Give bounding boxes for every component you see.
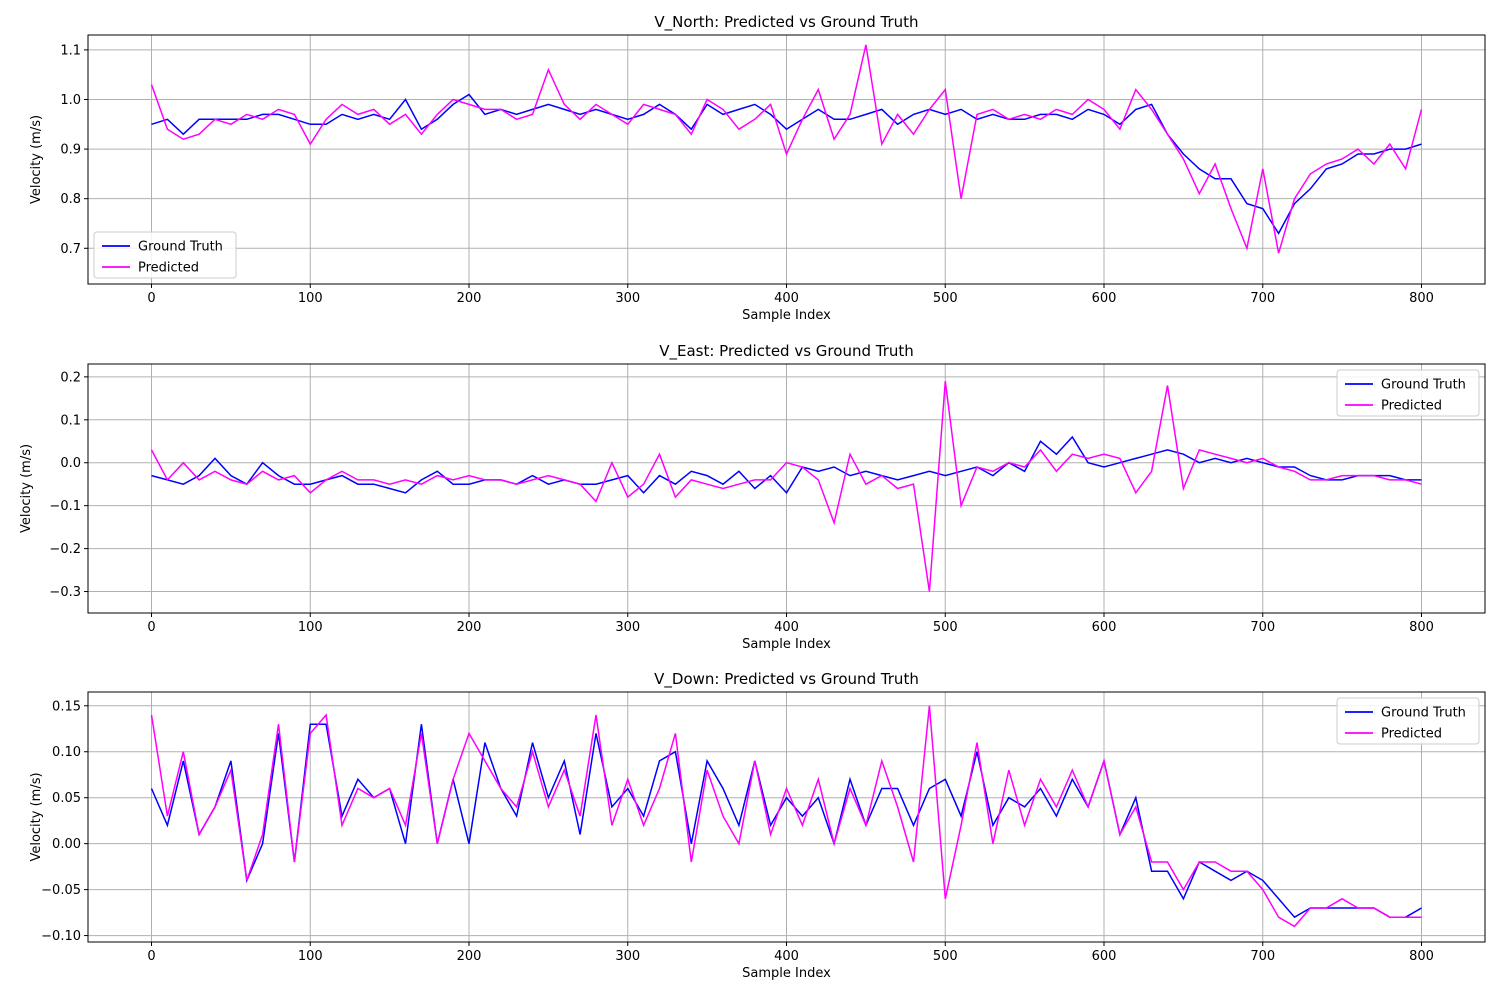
x-tick-label: 600 <box>1092 291 1117 306</box>
x-tick-label: 100 <box>298 949 323 964</box>
x-tick-label: 800 <box>1409 291 1434 306</box>
x-tick-label: 100 <box>298 291 323 306</box>
series-line-predicted <box>150 381 1422 592</box>
legend: Ground Truth Predicted <box>93 231 237 279</box>
x-tick-label: 0 <box>147 620 155 635</box>
series-line-ground-truth <box>150 723 1422 919</box>
legend-label: Predicted <box>1381 399 1442 414</box>
legend: Ground Truth Predicted <box>1336 697 1480 745</box>
x-tick-label: 300 <box>615 949 640 964</box>
y-tick-label: 1.1 <box>60 43 81 58</box>
y-tick-label: 0.2 <box>60 370 81 385</box>
chart-title: V_North: Predicted vs Ground Truth <box>654 13 918 32</box>
y-tick-label: −0.1 <box>49 499 81 514</box>
x-tick-label: 300 <box>615 620 640 635</box>
x-axis-label: Sample Index <box>742 966 831 981</box>
legend-label: Ground Truth <box>138 240 223 255</box>
x-tick-label: 200 <box>457 291 482 306</box>
series-line-predicted <box>150 705 1422 928</box>
x-tick-label: 500 <box>933 620 958 635</box>
y-tick-label: 0.0 <box>60 456 81 471</box>
chart-panel-2: 0 100 200 300 400 500 600 700 800 −0.10 −0.05 0.00 0… <box>29 670 1486 981</box>
x-tick-label: 0 <box>147 291 155 306</box>
y-tick-label: −0.2 <box>49 542 81 557</box>
chart-panel-1: 0 100 200 300 400 500 600 700 800 −0.3 −0.2 −0.1 0.0… <box>19 342 1486 652</box>
y-axis-label: Velocity (m/s) <box>29 772 44 861</box>
legend-label: Predicted <box>1381 727 1442 742</box>
x-tick-label: 200 <box>457 620 482 635</box>
series-line-predicted <box>150 44 1423 254</box>
x-tick-label: 600 <box>1092 620 1117 635</box>
y-axis-label: Velocity (m/s) <box>19 444 34 533</box>
y-tick-label: −0.3 <box>49 585 81 600</box>
series-line-ground-truth <box>151 435 1422 495</box>
x-tick-label: 200 <box>457 949 482 964</box>
y-tick-label: 0.8 <box>60 192 81 207</box>
y-tick-label: 0.1 <box>60 413 81 428</box>
legend-label: Predicted <box>138 261 199 276</box>
series-line-ground-truth <box>151 93 1422 235</box>
x-tick-label: 800 <box>1409 620 1434 635</box>
y-tick-label: 0.00 <box>52 837 81 852</box>
x-tick-label: 500 <box>933 949 958 964</box>
chart-title: V_Down: Predicted vs Ground Truth <box>654 670 919 689</box>
x-tick-label: 0 <box>147 949 155 964</box>
legend-label: Ground Truth <box>1381 706 1466 721</box>
y-tick-label: 0.7 <box>60 242 81 257</box>
x-tick-label: 700 <box>1250 949 1275 964</box>
x-tick-label: 700 <box>1250 620 1275 635</box>
x-tick-label: 700 <box>1250 291 1275 306</box>
y-tick-label: −0.05 <box>41 883 81 898</box>
x-axis-label: Sample Index <box>742 637 831 652</box>
y-tick-label: 0.9 <box>60 143 81 158</box>
x-tick-label: 800 <box>1409 949 1434 964</box>
y-tick-label: −0.10 <box>41 929 81 944</box>
chart-title: V_East: Predicted vs Ground Truth <box>659 342 914 361</box>
y-tick-label: 0.15 <box>52 699 81 714</box>
y-tick-label: 0.10 <box>52 745 81 760</box>
x-tick-label: 300 <box>615 291 640 306</box>
x-tick-label: 500 <box>933 291 958 306</box>
chart-panel-0: 0 100 200 300 400 500 600 700 800 0.7 0.8 0.9 1.0 1.1… <box>29 13 1486 323</box>
y-tick-label: 0.05 <box>52 791 81 806</box>
legend: Ground Truth Predicted <box>1336 369 1480 417</box>
x-tick-label: 400 <box>774 620 799 635</box>
x-tick-label: 600 <box>1092 949 1117 964</box>
y-axis-label: Velocity (m/s) <box>29 115 44 204</box>
x-tick-label: 100 <box>298 620 323 635</box>
x-tick-label: 400 <box>774 949 799 964</box>
legend-label: Ground Truth <box>1381 378 1466 393</box>
x-tick-label: 400 <box>774 291 799 306</box>
x-axis-label: Sample Index <box>742 308 831 323</box>
y-tick-label: 1.0 <box>60 93 81 108</box>
